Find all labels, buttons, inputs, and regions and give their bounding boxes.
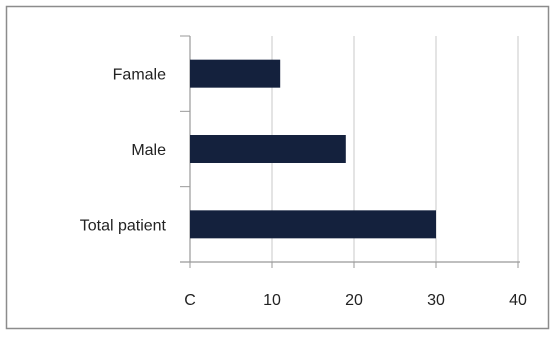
bars [190, 59, 436, 239]
x-tick-label: 40 [509, 292, 527, 309]
x-tick-labels: C 10 20 30 40 [184, 292, 527, 309]
category-label: Famale [113, 67, 166, 84]
bar-total-patient [190, 210, 436, 239]
bar-male [190, 135, 346, 163]
category-label: Male [131, 142, 166, 159]
x-ticks [189, 262, 519, 268]
x-tick-label: C [184, 292, 196, 309]
x-tick-label: 30 [427, 292, 445, 309]
category-label: Total patient [80, 217, 167, 234]
y-ticks [180, 35, 190, 188]
bar-famale [190, 59, 281, 88]
chart-border [5, 5, 550, 330]
category-labels: Famale Male Total patient [80, 67, 167, 235]
x-tick-label: 20 [345, 292, 363, 309]
x-tick-label: 10 [263, 292, 281, 309]
